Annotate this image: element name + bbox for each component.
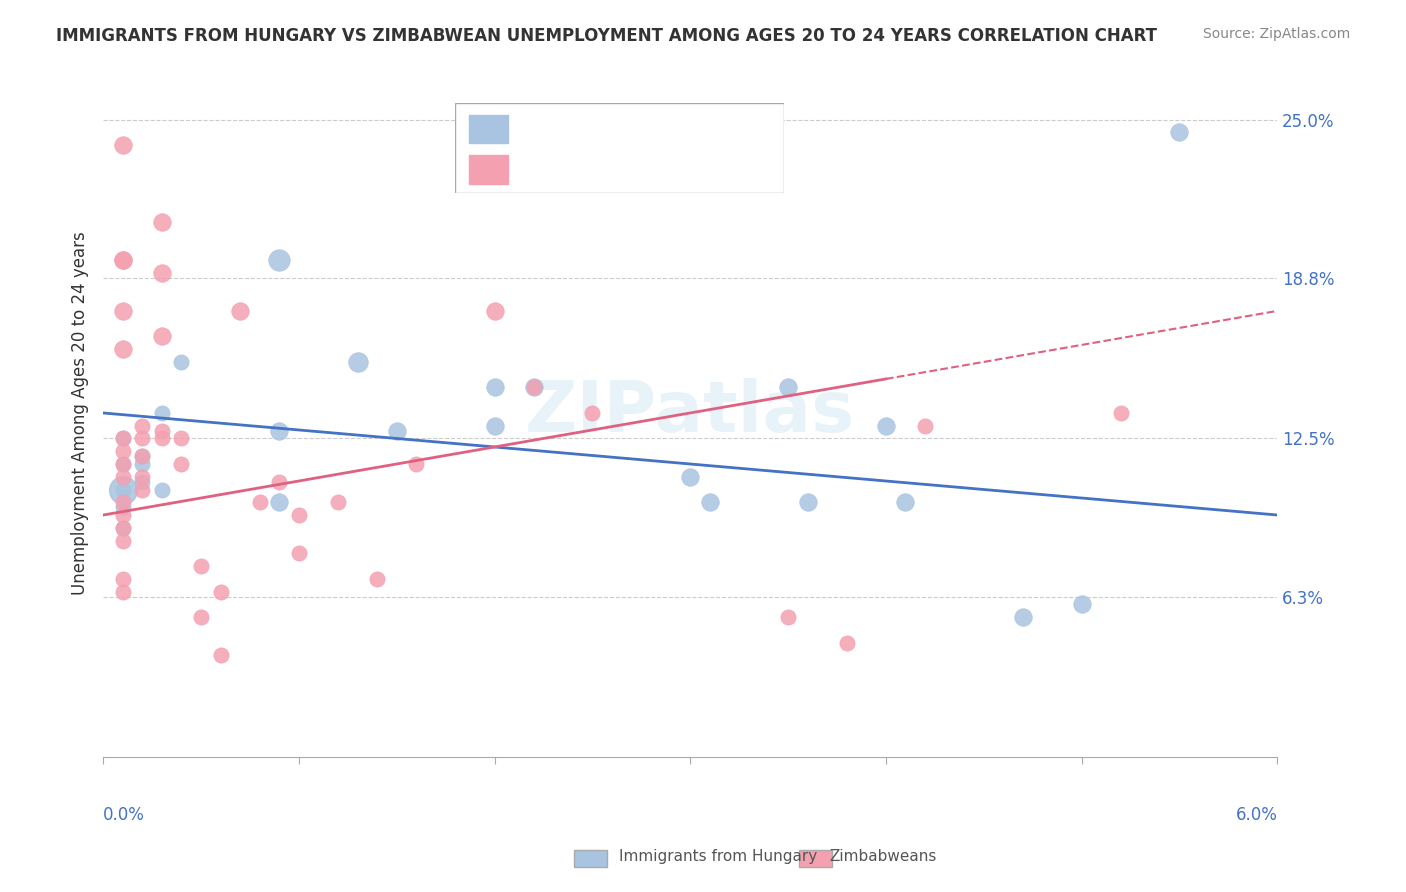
Y-axis label: Unemployment Among Ages 20 to 24 years: Unemployment Among Ages 20 to 24 years	[72, 231, 89, 595]
Point	[190, 559, 212, 574]
Point	[835, 635, 858, 649]
Point	[288, 546, 311, 560]
Point	[1070, 597, 1092, 611]
Text: Zimbabweans: Zimbabweans	[830, 849, 936, 863]
Point	[111, 521, 134, 535]
Bar	[574, 849, 607, 867]
Point	[150, 483, 173, 497]
Point	[288, 508, 311, 522]
Point	[111, 483, 134, 497]
Point	[249, 495, 271, 509]
Point	[484, 418, 506, 433]
Point	[111, 444, 134, 458]
Text: Source: ZipAtlas.com: Source: ZipAtlas.com	[1202, 27, 1350, 41]
Point	[914, 418, 936, 433]
Point	[111, 252, 134, 267]
Point	[269, 475, 291, 489]
Point	[131, 469, 153, 483]
Point	[170, 457, 193, 471]
Point	[111, 457, 134, 471]
Point	[150, 432, 173, 446]
Point	[111, 508, 134, 522]
Point	[111, 469, 134, 483]
Point	[581, 406, 603, 420]
Text: 0.0%: 0.0%	[103, 805, 145, 823]
Point	[131, 450, 153, 464]
Point	[209, 648, 232, 663]
Point	[484, 380, 506, 394]
Point	[150, 424, 173, 438]
Point	[405, 457, 427, 471]
Point	[346, 355, 368, 369]
Point	[150, 266, 173, 280]
Point	[484, 304, 506, 318]
Point	[111, 457, 134, 471]
Point	[111, 500, 134, 515]
Point	[269, 424, 291, 438]
Point	[131, 450, 153, 464]
Point	[269, 495, 291, 509]
Point	[131, 475, 153, 489]
Point	[131, 418, 153, 433]
Bar	[799, 849, 832, 867]
Point	[111, 483, 134, 497]
Text: 6.0%: 6.0%	[1236, 805, 1277, 823]
Point	[131, 457, 153, 471]
Point	[875, 418, 897, 433]
Point	[229, 304, 252, 318]
Point	[776, 610, 799, 624]
Point	[776, 380, 799, 394]
Point	[326, 495, 349, 509]
Point	[170, 355, 193, 369]
Point	[523, 380, 546, 394]
Point	[385, 424, 408, 438]
Point	[170, 432, 193, 446]
Point	[111, 495, 134, 509]
Point	[111, 584, 134, 599]
Text: Immigrants from Hungary: Immigrants from Hungary	[619, 849, 817, 863]
Text: ZIPatlas: ZIPatlas	[524, 378, 855, 448]
Point	[150, 214, 173, 228]
Point	[894, 495, 917, 509]
Point	[699, 495, 721, 509]
Point	[209, 584, 232, 599]
Point	[366, 572, 388, 586]
Point	[150, 329, 173, 343]
Point	[111, 572, 134, 586]
Point	[111, 138, 134, 153]
Point	[131, 483, 153, 497]
Point	[190, 610, 212, 624]
Point	[269, 252, 291, 267]
Point	[111, 521, 134, 535]
Point	[1109, 406, 1132, 420]
Point	[111, 252, 134, 267]
Point	[131, 432, 153, 446]
Point	[150, 406, 173, 420]
Point	[111, 533, 134, 548]
Point	[679, 469, 702, 483]
Point	[1012, 610, 1035, 624]
Point	[1168, 125, 1191, 139]
Text: IMMIGRANTS FROM HUNGARY VS ZIMBABWEAN UNEMPLOYMENT AMONG AGES 20 TO 24 YEARS COR: IMMIGRANTS FROM HUNGARY VS ZIMBABWEAN UN…	[56, 27, 1157, 45]
Point	[796, 495, 818, 509]
Point	[111, 432, 134, 446]
Point	[111, 432, 134, 446]
Point	[111, 342, 134, 356]
Point	[111, 304, 134, 318]
Point	[523, 380, 546, 394]
